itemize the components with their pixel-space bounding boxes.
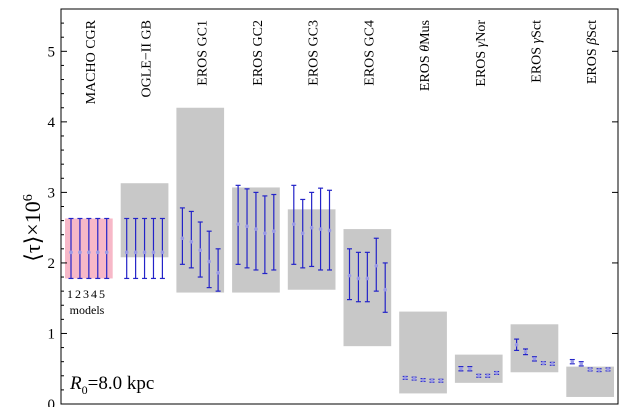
- group-label: MACHO CGR: [84, 19, 99, 104]
- model-point: [494, 371, 499, 375]
- model-point: [327, 228, 332, 233]
- model-point: [412, 376, 416, 381]
- group-label: EROS θMus: [418, 20, 433, 91]
- model-point: [292, 222, 296, 226]
- model-point: [485, 373, 490, 378]
- model-point: [597, 368, 601, 372]
- model-point: [207, 259, 211, 264]
- models-word: models: [70, 303, 105, 317]
- model-point: [198, 248, 203, 253]
- model-point: [579, 361, 584, 366]
- model-point: [318, 227, 323, 231]
- model-point: [421, 378, 425, 382]
- model-point: [606, 367, 610, 372]
- model-point: [514, 342, 519, 347]
- model-point: [588, 367, 592, 372]
- y-axis-label: ⟨τ⟩×106: [20, 194, 45, 261]
- model-point: [236, 222, 240, 226]
- y-tick-label: 5: [48, 44, 56, 60]
- r0-annotation: R0=8.0 kpc: [69, 373, 154, 397]
- model-point: [151, 250, 156, 255]
- model-point: [570, 359, 575, 364]
- model-point: [439, 378, 443, 383]
- y-tick-label: 4: [48, 115, 56, 131]
- group-label: EROS γNor: [474, 20, 489, 87]
- model-point: [550, 361, 555, 366]
- model-points: [68, 184, 611, 383]
- model-point: [365, 276, 370, 281]
- model-point: [160, 250, 165, 255]
- y-tick-label: 2: [48, 256, 56, 272]
- model-point: [459, 366, 463, 371]
- y-tick-label: 3: [48, 185, 56, 201]
- model-point: [272, 229, 276, 233]
- model-point: [476, 373, 481, 378]
- model-point: [383, 287, 388, 292]
- model-point: [216, 271, 220, 275]
- group-labels: MACHO CGR OGLE−II GB EROS GC1 EROS GC2 EROS …: [84, 19, 600, 104]
- model-point: [430, 378, 434, 383]
- model-point: [468, 366, 472, 371]
- model-point: [263, 231, 267, 236]
- model-point: [78, 250, 82, 255]
- model-point: [189, 239, 194, 244]
- model-point: [309, 225, 314, 230]
- group-label: EROS GC3: [307, 20, 322, 86]
- y-tick-label: 1: [48, 326, 56, 342]
- model-point: [254, 227, 258, 231]
- model-point: [133, 250, 138, 255]
- model-point: [124, 250, 129, 255]
- model-point: [142, 250, 147, 255]
- model-point: [95, 250, 100, 255]
- model-point: [300, 231, 305, 236]
- model-point: [356, 276, 361, 281]
- y-tick-label: 0: [48, 397, 56, 407]
- models-numbers: 12345: [67, 287, 107, 301]
- model-point: [532, 357, 537, 361]
- model-point: [403, 376, 408, 380]
- model-point: [87, 250, 91, 255]
- group-label: EROS GC4: [362, 20, 377, 86]
- group-label: OGLE−II GB: [140, 20, 155, 98]
- group-label: EROS GC1: [195, 20, 210, 86]
- observed-box: [510, 324, 559, 373]
- model-point: [541, 361, 546, 365]
- model-point: [347, 273, 352, 278]
- group-label: EROS γSct: [529, 20, 544, 83]
- observed-boxes: [65, 107, 614, 397]
- model-point: [69, 250, 73, 255]
- model-point: [104, 250, 109, 255]
- model-point: [245, 224, 249, 229]
- group-label: EROS GC2: [251, 20, 266, 86]
- model-point: [374, 263, 379, 268]
- observed-box: [566, 366, 614, 397]
- model-point: [523, 350, 528, 354]
- model-point: [180, 236, 185, 241]
- observed-box: [454, 354, 503, 383]
- group-label: EROS βSct: [585, 20, 600, 84]
